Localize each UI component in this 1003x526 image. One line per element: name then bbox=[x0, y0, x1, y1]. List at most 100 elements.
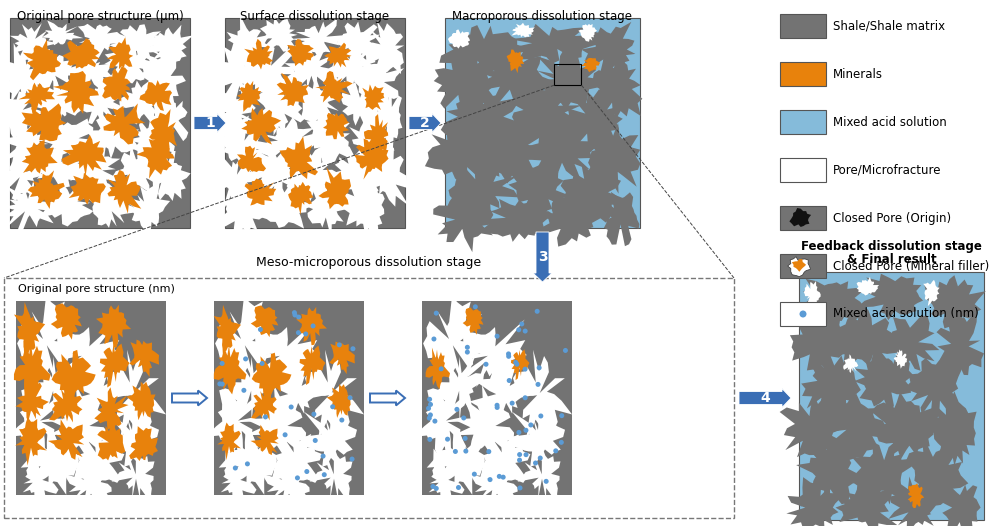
Polygon shape bbox=[888, 477, 936, 526]
Polygon shape bbox=[353, 52, 403, 116]
Polygon shape bbox=[277, 73, 309, 106]
Polygon shape bbox=[794, 279, 864, 339]
Circle shape bbox=[506, 354, 511, 359]
Circle shape bbox=[516, 327, 521, 332]
Polygon shape bbox=[94, 387, 128, 431]
Polygon shape bbox=[471, 45, 560, 108]
Polygon shape bbox=[73, 434, 124, 498]
Polygon shape bbox=[244, 39, 273, 69]
Polygon shape bbox=[125, 182, 170, 232]
Circle shape bbox=[295, 476, 300, 480]
Circle shape bbox=[241, 388, 246, 393]
Polygon shape bbox=[362, 21, 404, 74]
Polygon shape bbox=[800, 349, 860, 421]
Polygon shape bbox=[47, 385, 108, 452]
Polygon shape bbox=[206, 388, 262, 462]
Polygon shape bbox=[126, 381, 155, 420]
Polygon shape bbox=[789, 315, 854, 379]
Polygon shape bbox=[107, 170, 141, 214]
Circle shape bbox=[798, 310, 805, 318]
Circle shape bbox=[464, 345, 469, 350]
Polygon shape bbox=[448, 153, 519, 222]
Circle shape bbox=[494, 403, 499, 408]
FancyArrow shape bbox=[408, 114, 440, 133]
Circle shape bbox=[217, 381, 222, 387]
Polygon shape bbox=[287, 39, 314, 66]
Polygon shape bbox=[331, 145, 385, 200]
Polygon shape bbox=[6, 43, 43, 105]
Circle shape bbox=[471, 472, 476, 477]
Polygon shape bbox=[51, 350, 95, 398]
Bar bbox=[421, 300, 572, 495]
Polygon shape bbox=[51, 304, 82, 340]
Polygon shape bbox=[84, 113, 139, 159]
Polygon shape bbox=[251, 117, 319, 165]
Circle shape bbox=[537, 365, 542, 370]
Polygon shape bbox=[560, 159, 624, 228]
Circle shape bbox=[523, 367, 527, 372]
Polygon shape bbox=[433, 45, 495, 109]
Polygon shape bbox=[906, 431, 967, 521]
Polygon shape bbox=[21, 428, 79, 495]
Polygon shape bbox=[22, 140, 57, 174]
Circle shape bbox=[339, 418, 344, 422]
Circle shape bbox=[433, 486, 438, 491]
Circle shape bbox=[258, 327, 263, 332]
Polygon shape bbox=[0, 92, 46, 139]
Bar bbox=[779, 14, 825, 38]
Circle shape bbox=[559, 413, 564, 418]
Circle shape bbox=[517, 485, 522, 490]
Circle shape bbox=[432, 419, 437, 423]
Circle shape bbox=[538, 413, 543, 419]
Polygon shape bbox=[251, 424, 279, 455]
Polygon shape bbox=[315, 71, 352, 103]
Polygon shape bbox=[62, 38, 100, 68]
Polygon shape bbox=[104, 350, 165, 441]
Polygon shape bbox=[217, 47, 261, 101]
Circle shape bbox=[233, 466, 238, 471]
Polygon shape bbox=[510, 88, 581, 142]
Circle shape bbox=[523, 452, 528, 457]
Polygon shape bbox=[256, 76, 305, 136]
Circle shape bbox=[494, 405, 499, 410]
Polygon shape bbox=[324, 38, 377, 96]
Polygon shape bbox=[255, 319, 319, 388]
Text: Meso-microporous dissolution stage: Meso-microporous dissolution stage bbox=[256, 256, 481, 268]
Polygon shape bbox=[271, 434, 322, 498]
Polygon shape bbox=[137, 55, 186, 119]
Polygon shape bbox=[791, 259, 805, 272]
Polygon shape bbox=[873, 316, 939, 378]
Text: Shale/Shale matrix: Shale/Shale matrix bbox=[832, 19, 944, 33]
Text: Closed Pore (Origin): Closed Pore (Origin) bbox=[832, 211, 950, 225]
Polygon shape bbox=[925, 391, 976, 468]
Polygon shape bbox=[237, 146, 266, 172]
FancyArrow shape bbox=[370, 390, 404, 406]
Polygon shape bbox=[452, 385, 514, 452]
Polygon shape bbox=[53, 71, 99, 114]
Circle shape bbox=[349, 457, 354, 462]
Polygon shape bbox=[422, 296, 482, 387]
Circle shape bbox=[321, 472, 326, 477]
Circle shape bbox=[462, 436, 467, 441]
Polygon shape bbox=[129, 340, 158, 377]
Polygon shape bbox=[25, 352, 78, 423]
Polygon shape bbox=[74, 75, 124, 124]
Circle shape bbox=[312, 438, 317, 443]
Polygon shape bbox=[426, 428, 485, 495]
Polygon shape bbox=[151, 97, 189, 141]
Circle shape bbox=[263, 414, 268, 419]
Circle shape bbox=[487, 477, 492, 482]
Polygon shape bbox=[86, 182, 135, 228]
Polygon shape bbox=[219, 180, 273, 237]
Polygon shape bbox=[227, 15, 273, 68]
Polygon shape bbox=[786, 257, 809, 277]
Circle shape bbox=[523, 428, 528, 433]
Circle shape bbox=[517, 452, 522, 457]
Polygon shape bbox=[103, 104, 145, 145]
Polygon shape bbox=[323, 113, 349, 139]
Polygon shape bbox=[251, 388, 277, 420]
Circle shape bbox=[472, 305, 477, 309]
Circle shape bbox=[320, 453, 325, 459]
Polygon shape bbox=[462, 308, 482, 335]
Polygon shape bbox=[297, 80, 343, 130]
